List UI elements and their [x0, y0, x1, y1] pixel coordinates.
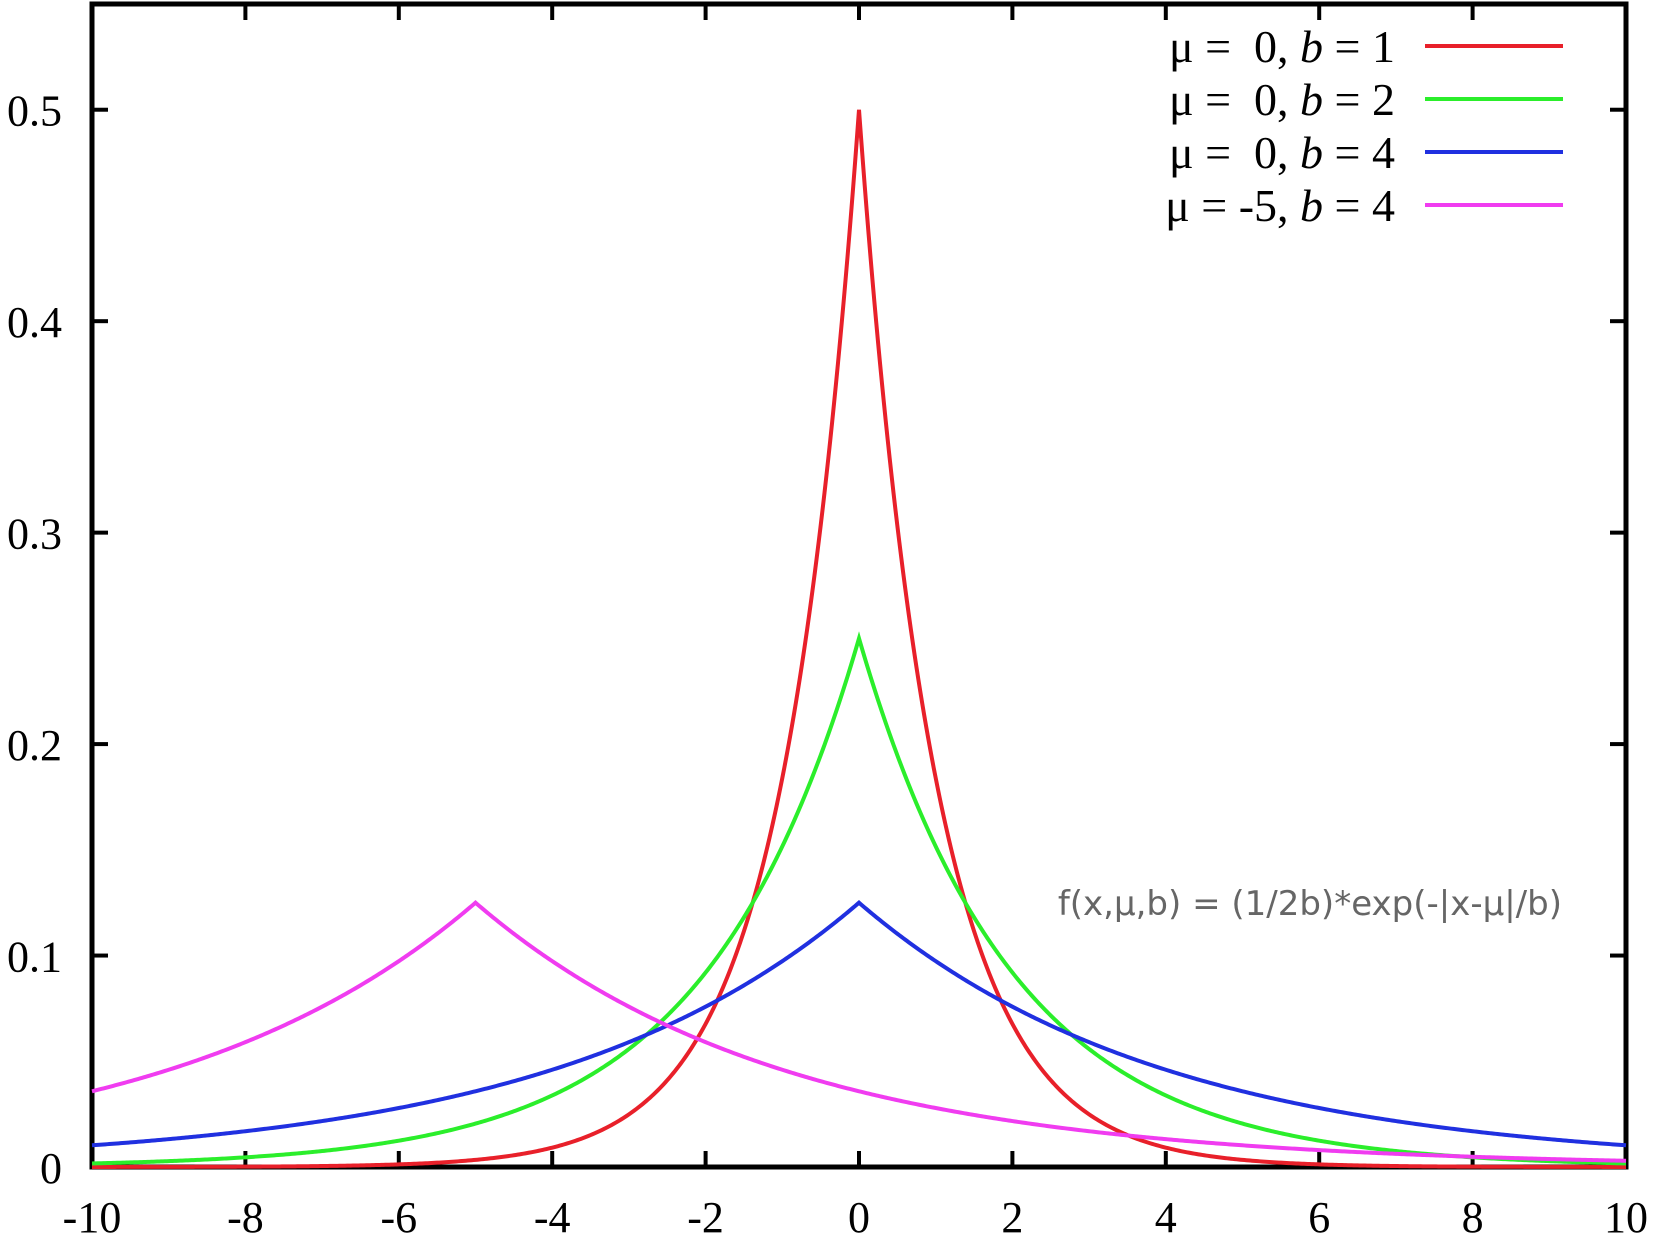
y-tick-label: 0.1: [7, 933, 62, 982]
formula-annotation: f(x,μ,b) = (1/2b)*exp(-|x-μ|/b): [1058, 884, 1562, 924]
legend-label-suffix: = 4: [1323, 127, 1395, 178]
legend-label-b: b: [1300, 127, 1323, 178]
legend-label-2: μ = 0, b = 2: [1169, 74, 1395, 125]
legend-label-b: b: [1300, 74, 1323, 125]
axis-tick-labels: -10 -8 -6 -4 -2 0 2 4 6 8 10 0 0.1 0.2 0.3 0.4 0.5: [7, 87, 1648, 1242]
x-tick-label: 0: [848, 1193, 870, 1242]
x-tick-label: -4: [534, 1193, 571, 1242]
x-tick-label: 4: [1155, 1193, 1177, 1242]
x-tick-label: 2: [1001, 1193, 1023, 1242]
legend-label-b: b: [1300, 180, 1323, 231]
series-line-2: [91, 631, 1627, 1166]
y-tick-label: 0.4: [7, 298, 62, 347]
y-tick-label: 0: [40, 1144, 62, 1193]
legend-label-prefix: μ = 0,: [1169, 74, 1300, 125]
legend-label-3: μ = 0, b = 4: [1169, 127, 1395, 178]
series-lines: [91, 109, 1627, 1169]
legend-label-prefix: μ = 0,: [1169, 21, 1300, 72]
y-tick-label: 0.2: [7, 721, 62, 770]
legend-label-suffix: = 2: [1323, 74, 1395, 125]
x-tick-label: -6: [380, 1193, 417, 1242]
legend: μ = 0, b = 1μ = 0, b = 2μ = 0, b = 4μ = …: [1165, 21, 1563, 231]
y-tick-label: 0.3: [7, 510, 62, 559]
x-tick-label: 10: [1604, 1193, 1648, 1242]
x-tick-label: -2: [687, 1193, 724, 1242]
legend-label-suffix: = 4: [1323, 180, 1395, 231]
legend-label-suffix: = 1: [1323, 21, 1395, 72]
plot-frame: [89, 1, 1629, 1170]
series-line-1: [92, 109, 1626, 1169]
x-tick-label: 6: [1308, 1193, 1330, 1242]
plot-border: [89, 1, 1629, 1170]
x-tick-label: -8: [227, 1193, 264, 1242]
series-line-4: [91, 900, 1627, 1163]
series-line-3: [91, 900, 1627, 1148]
x-tick-label: 8: [1462, 1193, 1484, 1242]
y-tick-label: 0.5: [7, 87, 62, 136]
legend-label-prefix: μ = -5,: [1165, 180, 1300, 231]
legend-label-4: μ = -5, b = 4: [1165, 180, 1395, 231]
x-tick-label: -10: [63, 1193, 122, 1242]
axis-ticks: [90, 4, 1628, 1169]
legend-label-b: b: [1300, 21, 1323, 72]
legend-label-prefix: μ = 0,: [1169, 127, 1300, 178]
legend-label-1: μ = 0, b = 1: [1169, 21, 1395, 72]
